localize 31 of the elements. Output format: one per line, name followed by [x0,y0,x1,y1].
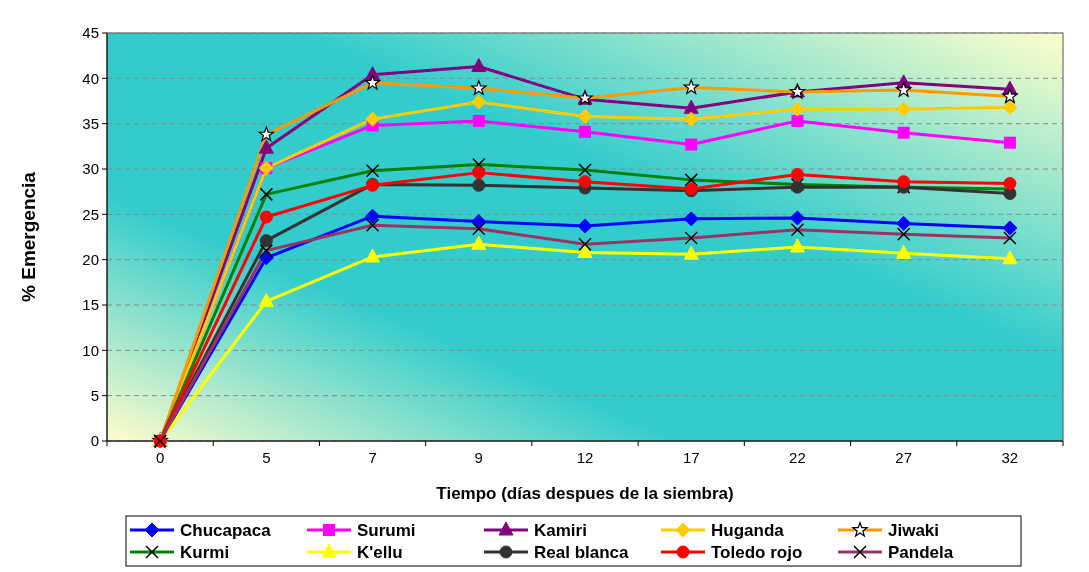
x-tick-label: 32 [1001,449,1019,466]
y-tick-label: 25 [82,205,99,223]
y-tick-label: 40 [82,69,99,87]
legend-label: Kamiri [534,520,587,540]
x-tick-label: 5 [262,449,271,466]
x-tick-label: 17 [682,449,700,466]
legend-label: Real blanca [534,542,630,562]
legend-label: Kurmi [180,542,230,562]
y-tick-label: 10 [82,341,99,359]
x-tick-label: 9 [474,449,483,466]
legend-label: Jiwaki [888,520,940,540]
y-tick-label: 20 [82,250,99,268]
x-axis-title: Tiempo (días despues de la siembra) [436,484,734,503]
legend-label: Pandela [888,542,954,562]
y-tick-label: 30 [82,160,99,178]
legend-label: Surumi [357,520,416,540]
y-tick-label: 45 [82,24,99,42]
y-tick-label: 35 [82,114,99,132]
x-tick-label: 27 [895,449,913,466]
y-tick-label: 0 [90,432,99,450]
y-axis-title: % Emergencia [18,171,39,302]
legend-label: Huganda [711,520,785,540]
legend-label: Toledo rojo [711,542,803,562]
x-tick-label: 12 [576,449,594,466]
legend-label: K'ellu [357,542,403,562]
x-tick-label: 7 [368,449,377,466]
y-tick-label: 15 [82,296,99,314]
x-tick-label: 0 [155,449,165,466]
legend-label: Chucapaca [180,520,272,540]
y-tick-label: 5 [90,386,99,404]
x-tick-label: 22 [789,449,806,466]
